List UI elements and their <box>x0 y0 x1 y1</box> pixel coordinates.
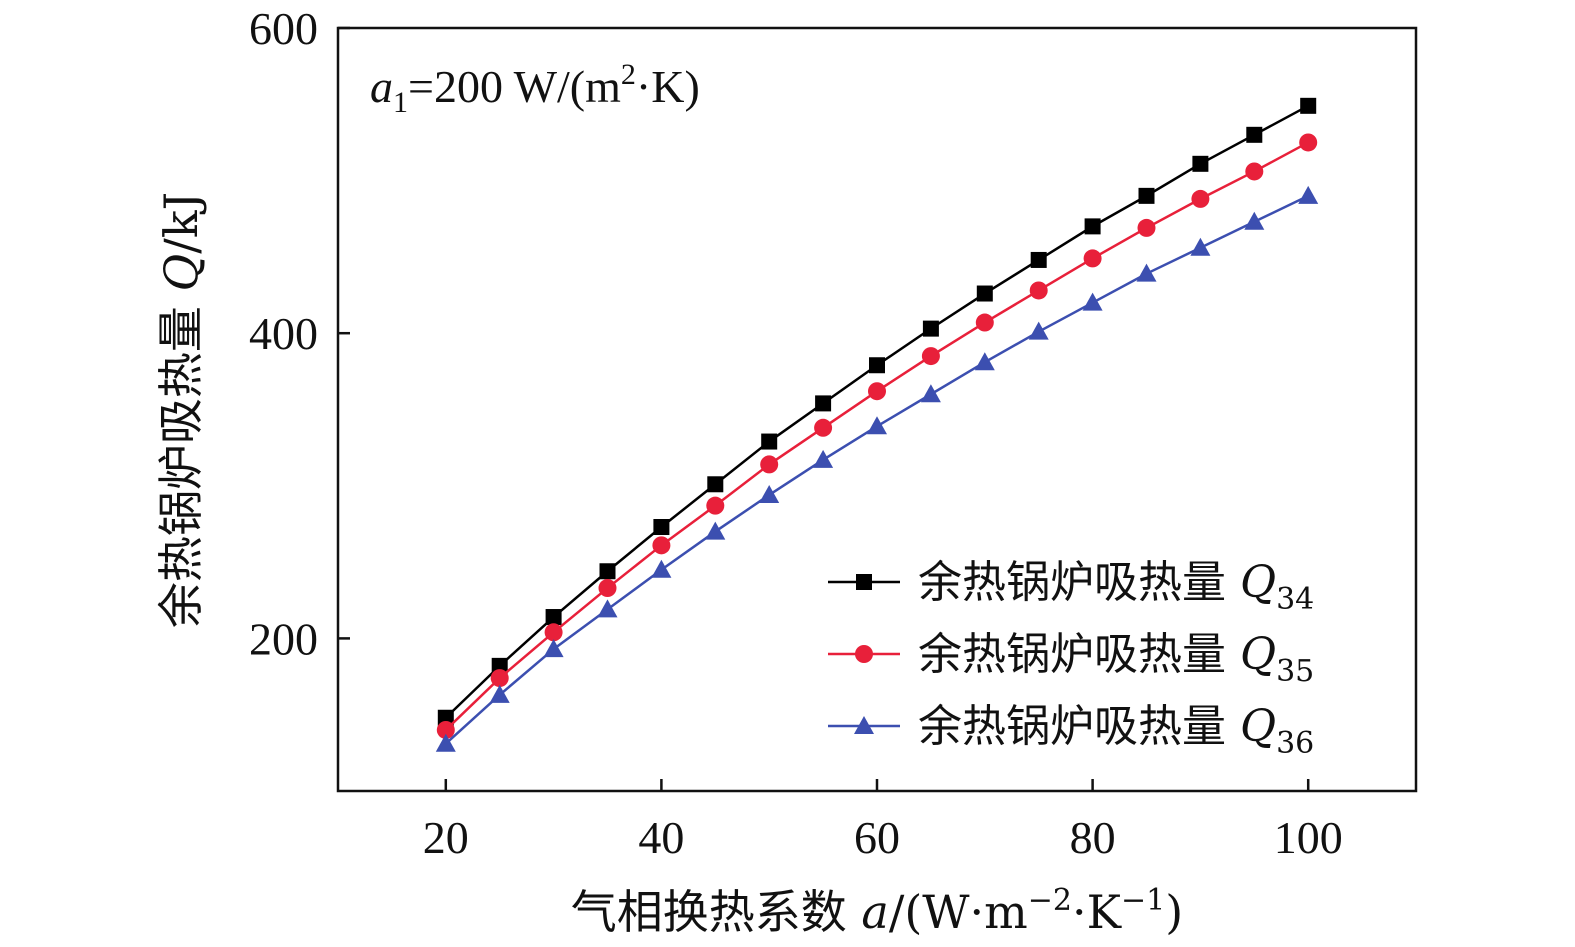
data-point <box>813 449 834 468</box>
data-point <box>975 313 994 332</box>
series-layer <box>435 97 1319 752</box>
data-point <box>543 639 564 658</box>
data-point <box>491 657 508 674</box>
data-point <box>1136 263 1157 282</box>
x-tick-label: 20 <box>423 812 469 863</box>
data-point <box>1300 97 1317 114</box>
y-tick-label: 600 <box>249 3 318 54</box>
data-point <box>1245 162 1264 181</box>
data-point <box>920 384 941 403</box>
legend-item-36: 余热锅炉吸热量 Q36 <box>828 701 1314 761</box>
legend-label: 余热锅炉吸热量 Q34 <box>918 557 1314 617</box>
data-point <box>1299 133 1318 152</box>
data-point <box>869 357 885 374</box>
data-point <box>705 521 726 540</box>
legend: 余热锅炉吸热量 Q34 余热锅炉吸热量 Q35 余热锅炉吸热量 Q36 <box>828 557 1314 761</box>
annotation: a1=200 W/(m2·K) <box>370 58 700 119</box>
data-point <box>1298 185 1319 204</box>
data-point <box>651 559 672 578</box>
x-tick-label: 80 <box>1070 812 1116 863</box>
axis-ticks: 20 40 60 80 100 200 400 600 <box>249 3 1343 863</box>
legend-marker <box>854 716 874 734</box>
data-point <box>867 416 887 435</box>
data-point <box>1244 211 1265 230</box>
data-point <box>598 579 617 598</box>
series-34 <box>437 97 1317 726</box>
data-point <box>1029 281 1048 300</box>
data-point <box>437 709 454 726</box>
data-point <box>976 285 993 302</box>
data-point <box>652 536 671 555</box>
data-point <box>759 484 780 503</box>
data-point <box>489 684 510 703</box>
data-point <box>1138 187 1155 204</box>
data-point <box>1028 321 1049 340</box>
data-point <box>760 455 779 474</box>
legend-marker <box>855 645 873 663</box>
x-tick-label: 40 <box>638 812 684 863</box>
data-point <box>868 382 886 401</box>
data-point <box>1083 249 1102 268</box>
data-point <box>490 669 509 688</box>
x-tick-label: 100 <box>1274 812 1343 863</box>
data-point <box>1192 155 1209 172</box>
data-point <box>653 519 670 536</box>
legend-label: 余热锅炉吸热量 Q36 <box>918 701 1314 761</box>
data-point <box>706 496 725 515</box>
data-point <box>921 347 940 366</box>
data-point <box>974 352 995 371</box>
legend-label: 余热锅炉吸热量 Q35 <box>918 629 1314 689</box>
data-point <box>1246 126 1263 143</box>
data-point <box>599 563 616 580</box>
data-point <box>1191 189 1210 208</box>
data-point <box>761 433 778 450</box>
data-point <box>1084 218 1101 235</box>
data-point <box>435 733 456 752</box>
data-point <box>545 609 562 626</box>
data-point <box>1082 292 1103 311</box>
data-point <box>922 320 939 337</box>
legend-marker <box>856 574 872 590</box>
x-axis-title: 气相换热系数 a/(W·m−2·K−1) <box>571 883 1183 939</box>
y-axis-title: 余热锅炉吸热量 Q/kJ <box>154 192 208 628</box>
series-line <box>444 104 1309 719</box>
data-point <box>815 395 832 412</box>
y-tick-label: 400 <box>249 308 318 359</box>
data-point <box>1137 218 1156 237</box>
data-point <box>1190 237 1211 256</box>
legend-item-35: 余热锅炉吸热量 Q35 <box>828 629 1314 689</box>
data-point <box>707 476 724 493</box>
y-tick-label: 200 <box>249 613 318 664</box>
data-point <box>436 720 455 739</box>
x-tick-label: 60 <box>854 812 900 863</box>
data-point <box>597 599 618 618</box>
legend-item-34: 余热锅炉吸热量 Q34 <box>828 557 1314 617</box>
data-point <box>1030 251 1047 268</box>
data-point <box>814 418 833 437</box>
series-36 <box>435 185 1319 752</box>
series-35 <box>436 133 1318 739</box>
data-point <box>544 623 563 642</box>
